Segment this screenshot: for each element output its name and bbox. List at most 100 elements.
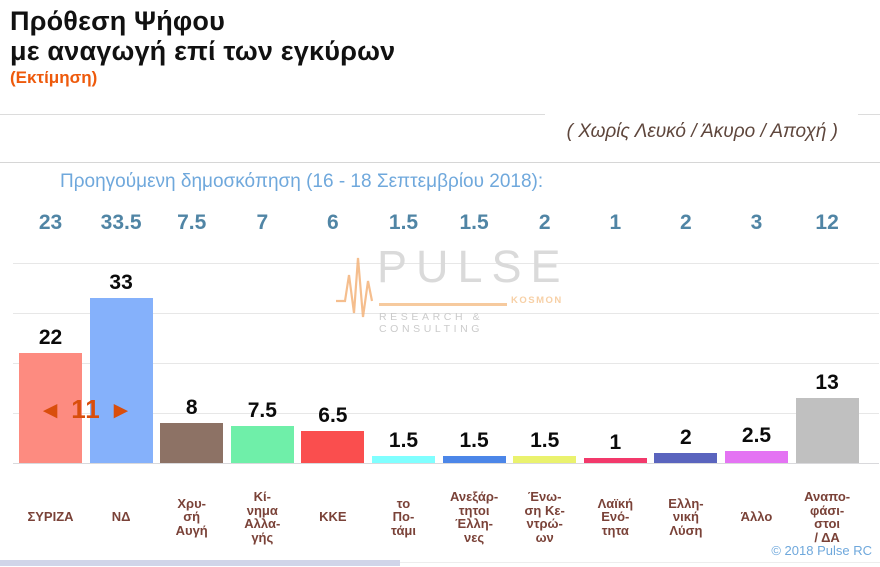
left-triangle-icon: ◄ bbox=[38, 397, 64, 424]
category-label-line: Ένω- bbox=[527, 489, 562, 504]
category-label-line: Λαϊκή bbox=[597, 495, 634, 511]
category-label-line: νες bbox=[464, 529, 485, 545]
bottom-edge-line bbox=[400, 562, 880, 563]
bar bbox=[160, 423, 224, 463]
category-label: Ανεξάρ-τητοι Έλλη-νες bbox=[437, 484, 511, 550]
gridline bbox=[13, 363, 879, 364]
bar-value-label: 33 bbox=[109, 271, 133, 294]
copyright-text: © 2018 Pulse RC bbox=[771, 543, 872, 558]
bar bbox=[372, 455, 435, 463]
category-label-line: Ανεξάρ- bbox=[449, 489, 499, 504]
bar-value-label: 13 bbox=[815, 371, 839, 394]
section-divider bbox=[0, 162, 880, 163]
category-label: Κί-νημα Αλλα-γής bbox=[225, 484, 299, 550]
bar-value-label: 2.5 bbox=[741, 423, 772, 447]
bar bbox=[725, 450, 788, 463]
category-label: Χρυ-σή Αυγή bbox=[155, 484, 229, 550]
previous-poll-value: 1.5 bbox=[459, 211, 489, 234]
category-label-line: Αλλα- bbox=[244, 516, 281, 531]
syriza-nd-gap-annotation: ◄ 11 ► bbox=[18, 394, 154, 425]
category-label-line: τάμι bbox=[391, 522, 416, 538]
category-label-line: Χρυ- bbox=[177, 495, 206, 511]
bar bbox=[301, 430, 365, 463]
category-label: Ένω-ση Κε-ντρώ-ων bbox=[508, 484, 582, 550]
bar bbox=[513, 455, 577, 463]
bar bbox=[89, 298, 153, 463]
category-label-line: Αναπο- bbox=[804, 489, 851, 504]
category-label-line: στοι bbox=[814, 516, 841, 531]
category-label-line: τητοι bbox=[458, 502, 490, 518]
category-label-line: ων bbox=[535, 529, 554, 545]
previous-poll-value: 23 bbox=[38, 211, 63, 234]
bar bbox=[19, 353, 82, 463]
previous-poll-value: 7 bbox=[256, 211, 269, 234]
right-triangle-icon: ► bbox=[108, 397, 134, 424]
bar-value-label: 2 bbox=[680, 426, 692, 449]
category-label-line: τητα bbox=[601, 522, 629, 538]
previous-poll-value: 2 bbox=[680, 211, 692, 234]
previous-poll-value: 1 bbox=[609, 211, 622, 234]
bar-value-label: 1.5 bbox=[459, 428, 489, 452]
category-label-line: το bbox=[396, 495, 411, 511]
category-label-line: ΝΔ bbox=[111, 509, 131, 525]
category-label: ΣΥΡΙΖΑ bbox=[14, 484, 88, 550]
category-label-line: Ενό- bbox=[601, 509, 630, 525]
category-label-line: νική bbox=[672, 509, 699, 525]
x-axis-baseline bbox=[13, 463, 879, 464]
category-label-line: ΣΥΡΙΖΑ bbox=[27, 509, 74, 525]
category-label-line: Πο- bbox=[392, 509, 415, 525]
previous-poll-value: 3 bbox=[750, 211, 763, 234]
bar-value-label: 22 bbox=[38, 326, 63, 349]
gridline bbox=[13, 413, 879, 414]
category-label-line: Ελλη- bbox=[668, 495, 704, 511]
ecg-pulse-icon bbox=[336, 257, 374, 318]
pulse-logo-watermark: PULSE KOSMON RESEARCH & CONSULTING bbox=[333, 241, 571, 335]
previous-poll-value: 6 bbox=[327, 211, 339, 234]
category-label: Λαϊκή Ενό-τητα bbox=[578, 484, 652, 550]
bar-value-label: 1.5 bbox=[530, 428, 560, 452]
category-label-line: Αυγή bbox=[175, 522, 208, 538]
header-divider bbox=[0, 114, 545, 115]
watermark-underline bbox=[379, 303, 507, 306]
category-label-line: Λύση bbox=[669, 522, 703, 538]
exclusion-note: ( Χωρίς Λευκό / Άκυρο / Αποχή ) bbox=[566, 121, 838, 142]
header-divider-right-segment bbox=[858, 114, 880, 115]
watermark-tagline: RESEARCH & CONSULTING bbox=[379, 311, 484, 335]
previous-poll-value: 12 bbox=[815, 211, 839, 234]
page-title-line1: Πρόθεση Ψήφου bbox=[10, 6, 226, 36]
category-label: το Πο-τάμι bbox=[367, 484, 441, 550]
page-title-line2: με αναγωγή επί των εγκύρων bbox=[10, 36, 396, 66]
previous-poll-value: 7.5 bbox=[177, 211, 207, 234]
category-label: ΝΔ bbox=[84, 484, 158, 550]
bar bbox=[442, 455, 506, 463]
category-label-line: φάσι- bbox=[810, 502, 845, 518]
watermark-brand-name: PULSE bbox=[377, 241, 570, 292]
category-label: Άλλο bbox=[720, 484, 794, 550]
category-label: Ελλη-νική Λύση bbox=[649, 484, 723, 550]
bar-value-label: 7.5 bbox=[247, 398, 277, 422]
category-label-line: ση Κε- bbox=[524, 502, 565, 518]
category-label-line: Έλλη- bbox=[455, 516, 493, 531]
bar bbox=[583, 458, 647, 463]
watermark-sub-brand: KOSMON bbox=[511, 295, 563, 306]
category-label-line: νημα bbox=[246, 502, 278, 518]
gap-value: 11 bbox=[71, 394, 101, 424]
bar bbox=[654, 453, 718, 463]
bar-value-label: 1.5 bbox=[388, 428, 419, 452]
category-label-line: Κί- bbox=[253, 489, 271, 504]
category-label-line: Άλλο bbox=[740, 509, 773, 525]
previous-poll-value: 1.5 bbox=[388, 211, 419, 234]
previous-poll-value: 33.5 bbox=[100, 211, 142, 234]
bar bbox=[795, 398, 859, 463]
previous-poll-value: 2 bbox=[538, 211, 551, 234]
bar-value-label: 8 bbox=[185, 396, 198, 419]
category-label-line: ντρώ- bbox=[526, 516, 563, 531]
gridline bbox=[13, 313, 879, 314]
bottom-edge-band bbox=[0, 560, 400, 566]
bar-value-label: 1 bbox=[609, 431, 622, 454]
category-label: Αναπο-φάσι-στοι / ΔΑ bbox=[790, 484, 864, 550]
category-label: ΚΚΕ bbox=[296, 484, 370, 550]
category-label-line: σή bbox=[183, 509, 201, 525]
previous-poll-label: Προηγούμενη δημοσκόπηση (16 - 18 Σεπτεμβ… bbox=[60, 171, 544, 192]
